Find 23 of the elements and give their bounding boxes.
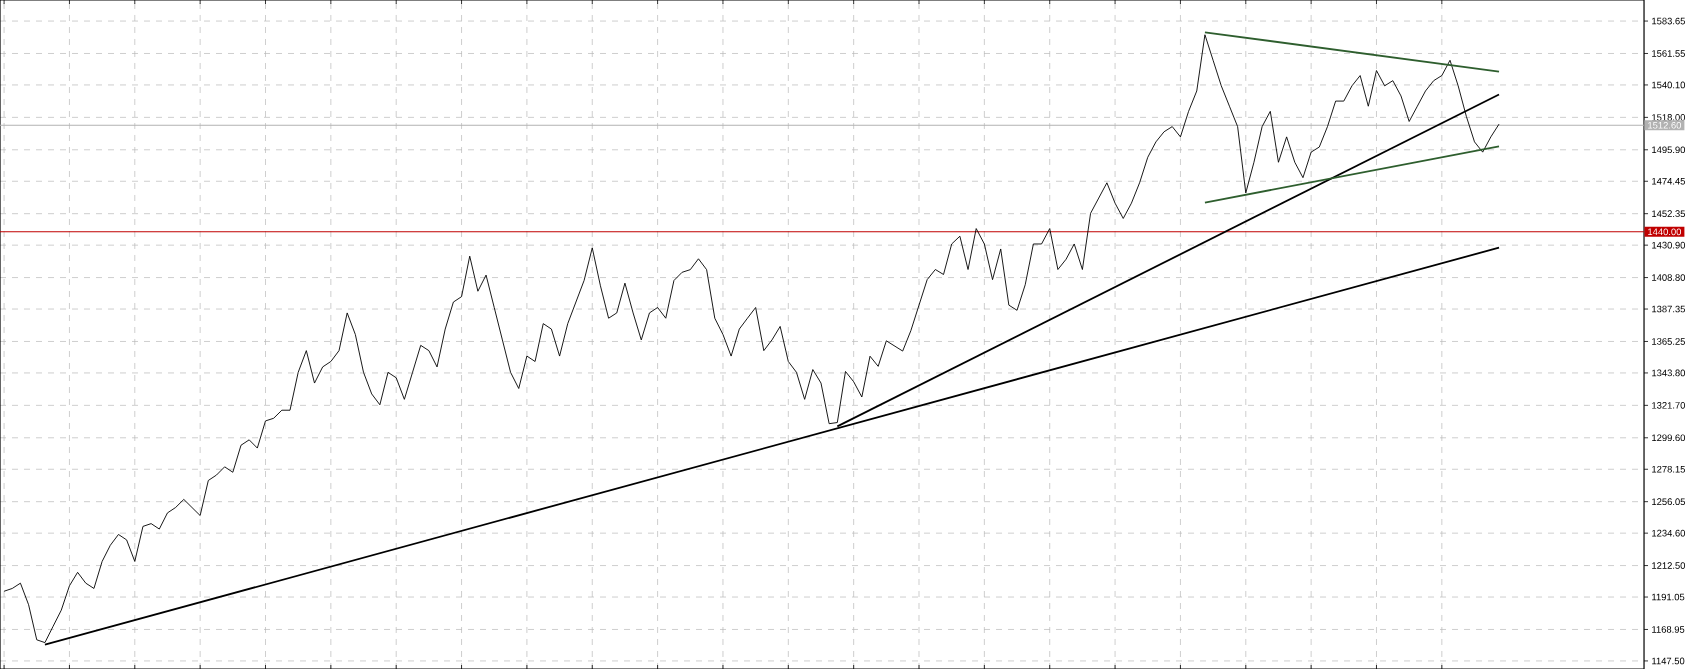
y-tick-label: 1147.50 (1652, 657, 1685, 665)
y-tick-label: 1299.60 (1652, 434, 1686, 442)
y-tick-label: 1365.25 (1652, 338, 1685, 345)
y-tick-label: 1387.35 (1652, 305, 1685, 313)
y-tick-label: 1495.90 (1652, 146, 1686, 154)
y-tick-label: 1278.15 (1652, 465, 1685, 473)
y-tick-label: 1321.70 (1652, 402, 1686, 409)
y-tick-label: 1343.80 (1652, 369, 1686, 377)
y-tick-label: 1583.65 (1652, 17, 1685, 25)
y-tick-label: 1474.45 (1652, 177, 1685, 185)
y-tick-label: 1452.35 (1652, 210, 1685, 218)
y-tick-label: 1256.05 (1652, 498, 1685, 506)
ref-line-label: 1440.00 (1648, 228, 1682, 236)
y-tick-label: 1540.10 (1652, 81, 1686, 89)
ref-line-label: 1512.60 (1648, 121, 1682, 129)
y-tick-label: 1212.50 (1652, 562, 1686, 569)
y-tick-label: 1518.00 (1652, 114, 1686, 121)
y-tick-label: 1191.05 (1652, 593, 1685, 601)
y-tick-label: 1430.90 (1652, 241, 1686, 249)
y-tick-label: 1168.95 (1652, 626, 1685, 633)
y-tick-label: 1234.60 (1652, 529, 1686, 537)
y-tick-label: 1408.80 (1652, 274, 1686, 281)
y-tick-label: 1561.55 (1652, 50, 1685, 57)
